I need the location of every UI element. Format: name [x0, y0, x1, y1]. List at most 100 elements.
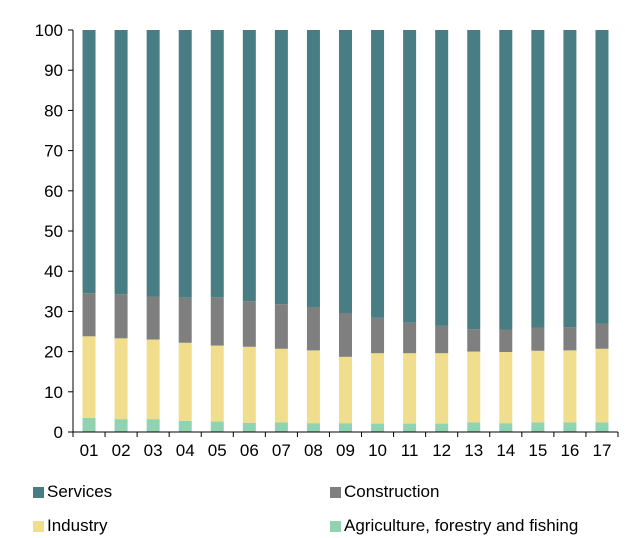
- bar-segment-construction-06: [242, 301, 256, 347]
- x-tick-label-03: 03: [144, 441, 163, 460]
- x-tick-label-10: 10: [368, 441, 387, 460]
- x-tick-label-09: 09: [336, 441, 355, 460]
- bar-segment-construction-08: [306, 306, 320, 351]
- bar-segment-industry-11: [403, 353, 417, 424]
- legend-swatch-services: [33, 486, 44, 498]
- bar-segment-construction-03: [146, 296, 160, 340]
- bar-segment-agriculture-forestry-and-fishing-04: [178, 420, 192, 432]
- bar-segment-services-13: [467, 30, 481, 330]
- bar-segment-services-04: [178, 30, 192, 298]
- bar-segment-agriculture-forestry-and-fishing-17: [595, 422, 609, 432]
- x-tick-label-08: 08: [304, 441, 323, 460]
- bar-segment-construction-05: [210, 297, 224, 346]
- bar-segment-agriculture-forestry-and-fishing-07: [274, 422, 288, 432]
- bar-segment-construction-07: [274, 304, 288, 349]
- bar-segment-construction-17: [595, 323, 609, 349]
- bar-segment-services-08: [306, 30, 320, 307]
- bar-segment-construction-13: [467, 329, 481, 352]
- bar-segment-services-10: [371, 30, 385, 318]
- legend-label-construction: Construction: [344, 482, 440, 501]
- legend-item-agriculture: Agriculture, forestry and fishing: [330, 516, 578, 536]
- legend-item-construction: Construction: [330, 482, 439, 502]
- bar-segment-construction-16: [563, 327, 577, 351]
- bar-segment-services-02: [114, 30, 128, 295]
- bar-segment-services-07: [274, 30, 288, 305]
- bar-segment-agriculture-forestry-and-fishing-11: [403, 423, 417, 432]
- y-tick-label-40: 40: [44, 262, 63, 281]
- bar-segment-industry-14: [499, 352, 513, 424]
- bar-segment-industry-01: [82, 336, 96, 418]
- bar-segment-agriculture-forestry-and-fishing-08: [306, 423, 320, 432]
- x-tick-label-14: 14: [496, 441, 515, 460]
- bar-segment-services-16: [563, 30, 577, 328]
- bar-segment-construction-10: [371, 317, 385, 354]
- bar-segment-industry-03: [146, 339, 160, 420]
- bar-segment-agriculture-forestry-and-fishing-03: [146, 419, 160, 432]
- bar-segment-agriculture-forestry-and-fishing-10: [371, 423, 385, 432]
- bar-segment-agriculture-forestry-and-fishing-15: [531, 422, 545, 432]
- bar-segment-industry-15: [531, 350, 545, 423]
- bar-segment-agriculture-forestry-and-fishing-02: [114, 419, 128, 432]
- legend-label-industry: Industry: [47, 516, 108, 535]
- bar-segment-industry-02: [114, 338, 128, 420]
- bar-segment-services-14: [499, 30, 513, 330]
- bar-segment-agriculture-forestry-and-fishing-13: [467, 422, 481, 432]
- y-tick-label-20: 20: [44, 343, 63, 362]
- bar-segment-industry-08: [306, 350, 320, 424]
- bar-segment-industry-05: [210, 345, 224, 422]
- bar-segment-agriculture-forestry-and-fishing-09: [339, 423, 352, 432]
- y-tick-label-50: 50: [44, 222, 63, 241]
- y-tick-label-0: 0: [54, 423, 63, 442]
- bar-segment-industry-09: [339, 356, 352, 424]
- bar-segment-construction-11: [403, 322, 417, 354]
- bar-segment-services-15: [531, 30, 545, 328]
- y-tick-label-60: 60: [44, 182, 63, 201]
- bar-segment-services-17: [595, 30, 609, 324]
- bar-segment-construction-12: [435, 325, 449, 354]
- bar-segment-construction-01: [82, 293, 96, 337]
- x-tick-label-06: 06: [240, 441, 259, 460]
- bar-segment-services-03: [146, 30, 160, 297]
- bar-segment-agriculture-forestry-and-fishing-01: [82, 417, 96, 432]
- chart-legend: Services Construction Industry Agricultu…: [28, 480, 625, 538]
- x-tick-label-11: 11: [401, 441, 419, 460]
- bar-segment-construction-14: [499, 329, 513, 352]
- bar-segment-agriculture-forestry-and-fishing-16: [563, 422, 577, 432]
- bar-segment-industry-10: [371, 353, 385, 424]
- x-tick-label-01: 01: [80, 441, 99, 460]
- legend-swatch-industry: [33, 520, 44, 532]
- y-tick-label-70: 70: [44, 142, 63, 161]
- bar-segment-services-05: [210, 30, 224, 298]
- bar-segment-services-01: [82, 30, 96, 294]
- bar-segment-industry-07: [274, 348, 288, 423]
- bar-segment-construction-15: [531, 327, 545, 351]
- legend-label-services: Services: [47, 482, 113, 501]
- bar-segment-agriculture-forestry-and-fishing-05: [210, 421, 224, 432]
- bar-segment-services-12: [435, 30, 449, 326]
- bar-segment-agriculture-forestry-and-fishing-06: [242, 422, 256, 432]
- bar-segment-industry-04: [178, 342, 192, 421]
- bar-segment-construction-04: [178, 297, 192, 343]
- bar-segment-agriculture-forestry-and-fishing-14: [499, 423, 513, 432]
- bar-segment-industry-06: [242, 346, 256, 423]
- x-tick-label-16: 16: [560, 441, 579, 460]
- bar-segment-agriculture-forestry-and-fishing-12: [435, 423, 449, 432]
- y-tick-label-100: 100: [35, 21, 63, 40]
- x-tick-label-17: 17: [593, 441, 612, 460]
- bar-segment-industry-13: [467, 351, 481, 423]
- bar-segment-services-09: [339, 30, 352, 314]
- legend-swatch-agriculture: [330, 520, 341, 532]
- legend-swatch-construction: [330, 486, 341, 498]
- bar-segment-industry-16: [563, 350, 577, 423]
- y-tick-label-90: 90: [44, 61, 63, 80]
- stacked-bar-chart: 0 10 20 30 40 50 60 70 80 90 100 01 02 03 04 05 06 07 08 09…: [35, 21, 619, 460]
- x-tick-label-13: 13: [464, 441, 483, 460]
- y-tick-label-10: 10: [44, 383, 63, 402]
- bar-segment-services-11: [403, 30, 417, 323]
- x-tick-label-15: 15: [528, 441, 547, 460]
- x-tick-label-02: 02: [112, 441, 131, 460]
- legend-item-industry: Industry: [33, 516, 107, 536]
- x-tick-label-05: 05: [208, 441, 227, 460]
- bar-segment-industry-17: [595, 348, 609, 423]
